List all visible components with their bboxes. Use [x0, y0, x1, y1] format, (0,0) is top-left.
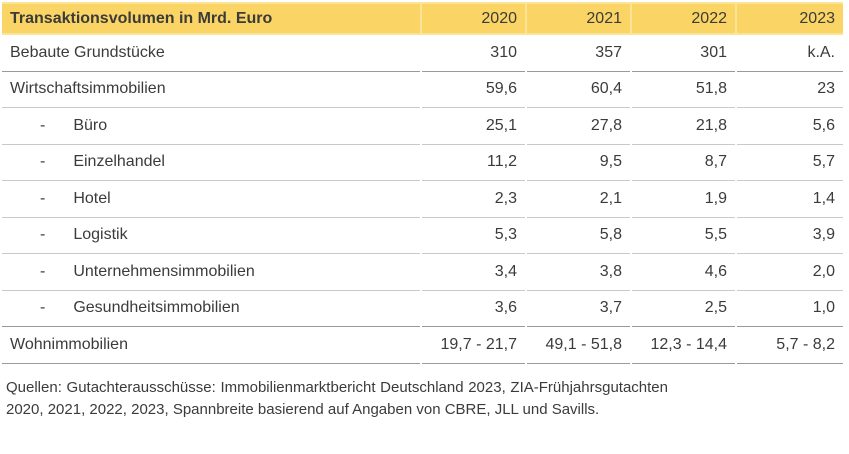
value-cell: 3,7 — [527, 291, 630, 327]
value-cell: 2,5 — [632, 291, 735, 327]
value-cell: 12,3 - 14,4 — [632, 327, 735, 364]
row-label-text: Büro — [73, 116, 108, 134]
table-row: - Logistik 5,3 5,8 5,5 3,9 — [2, 218, 843, 254]
table-row: - Einzelhandel 11,2 9,5 8,7 5,7 — [2, 145, 843, 181]
value-cell: 1,4 — [737, 181, 843, 218]
row-label-text: Hotel — [73, 189, 111, 207]
value-cell: 3,9 — [737, 218, 843, 254]
value-cell: 19,7 - 21,7 — [422, 327, 525, 364]
value-cell: 5,5 — [632, 218, 735, 254]
value-cell: 3,6 — [422, 291, 525, 327]
row-label: Bebaute Grundstücke — [2, 35, 420, 72]
table-row: Wohnimmobilien 19,7 - 21,7 49,1 - 51,8 1… — [2, 327, 843, 364]
value-cell: 5,6 — [737, 108, 843, 145]
row-label: - Einzelhandel — [2, 145, 420, 181]
value-cell: 59,6 — [422, 72, 525, 108]
value-cell: 60,4 — [527, 72, 630, 108]
value-cell: 5,8 — [527, 218, 630, 254]
value-cell: 1,9 — [632, 181, 735, 218]
sub-item-dash: - — [40, 189, 46, 207]
row-label-text: Einzelhandel — [73, 153, 165, 171]
row-label: - Hotel — [2, 181, 420, 218]
value-cell: 301 — [632, 35, 735, 72]
row-label: Wirtschaftsimmobilien — [2, 72, 420, 108]
sub-item-dash: - — [40, 153, 46, 171]
table-row: Wirtschaftsimmobilien 59,6 60,4 51,8 23 — [2, 72, 843, 108]
value-cell: 310 — [422, 35, 525, 72]
year-header: 2020 — [422, 2, 525, 35]
value-cell: 5,3 — [422, 218, 525, 254]
value-cell: 23 — [737, 72, 843, 108]
row-label-text: Logistik — [73, 226, 128, 244]
year-header: 2021 — [527, 2, 630, 35]
row-label-text: Bebaute Grundstücke — [10, 43, 165, 61]
table-row: - Gesundheitsimmobilien 3,6 3,7 2,5 1,0 — [2, 291, 843, 327]
year-header: 2022 — [632, 2, 735, 35]
row-label-text: Wirtschaftsimmobilien — [10, 80, 166, 98]
value-cell: 5,7 — [737, 145, 843, 181]
sub-item-dash: - — [40, 262, 46, 280]
table-title: Transaktionsvolumen in Mrd. Euro — [2, 2, 420, 35]
value-cell: 2,3 — [422, 181, 525, 218]
row-label-text: Wohnimmobilien — [10, 335, 128, 353]
sub-item-dash: - — [40, 116, 46, 134]
row-label-text: Gesundheitsimmobilien — [73, 299, 240, 317]
row-label: - Gesundheitsimmobilien — [2, 291, 420, 327]
table-header-row: Transaktionsvolumen in Mrd. Euro 2020 20… — [2, 2, 843, 35]
row-label: - Unternehmensimmobilien — [2, 254, 420, 291]
value-cell: 8,7 — [632, 145, 735, 181]
table-row: - Hotel 2,3 2,1 1,9 1,4 — [2, 181, 843, 218]
value-cell: 27,8 — [527, 108, 630, 145]
row-label: - Logistik — [2, 218, 420, 254]
value-cell: 49,1 - 51,8 — [527, 327, 630, 364]
document: Transaktionsvolumen in Mrd. Euro 2020 20… — [2, 2, 843, 421]
table-row: - Büro 25,1 27,8 21,8 5,6 — [2, 108, 843, 145]
row-label: - Büro — [2, 108, 420, 145]
value-cell: 25,1 — [422, 108, 525, 145]
value-cell: 21,8 — [632, 108, 735, 145]
value-cell: 3,4 — [422, 254, 525, 291]
year-header: 2023 — [737, 2, 843, 35]
row-label-text: Unternehmensimmobilien — [73, 262, 255, 280]
row-label: Wohnimmobilien — [2, 327, 420, 364]
table-row: Bebaute Grundstücke 310 357 301 k.A. — [2, 35, 843, 72]
value-cell: k.A. — [737, 35, 843, 72]
value-cell: 4,6 — [632, 254, 735, 291]
source-note: Quellen: Gutachterausschüsse: Immobilien… — [6, 378, 668, 418]
value-cell: 1,0 — [737, 291, 843, 327]
value-cell: 11,2 — [422, 145, 525, 181]
value-cell: 2,0 — [737, 254, 843, 291]
sub-item-dash: - — [40, 226, 46, 244]
value-cell: 5,7 - 8,2 — [737, 327, 843, 364]
table-row: - Unternehmensimmobilien 3,4 3,8 4,6 2,0 — [2, 254, 843, 291]
value-cell: 2,1 — [527, 181, 630, 218]
value-cell: 357 — [527, 35, 630, 72]
transaction-table: Transaktionsvolumen in Mrd. Euro 2020 20… — [2, 2, 843, 364]
value-cell: 3,8 — [527, 254, 630, 291]
sub-item-dash: - — [40, 299, 46, 317]
value-cell: 9,5 — [527, 145, 630, 181]
value-cell: 51,8 — [632, 72, 735, 108]
